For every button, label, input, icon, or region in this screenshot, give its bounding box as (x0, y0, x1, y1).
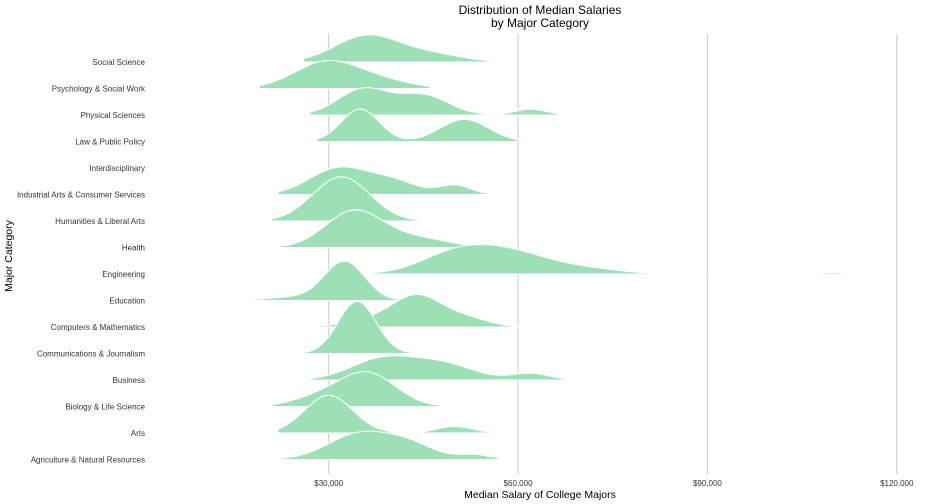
category-label: Physical Sciences (81, 111, 145, 120)
ridge-physical-sciences (309, 87, 576, 116)
category-label: Law & Public Policy (75, 138, 145, 147)
category-label: Education (109, 297, 145, 306)
x-tick-label: $90,000 (693, 479, 722, 488)
category-label: Health (122, 244, 145, 253)
category-label: Humanities & Liberal Arts (55, 217, 145, 226)
y-axis-title: Major Category (3, 219, 15, 292)
ridge-engineering (359, 244, 872, 275)
ridge-humanities-liberal-arts (271, 176, 431, 222)
x-tick-label: $120,000 (880, 479, 914, 488)
category-label: Business (113, 376, 145, 385)
chart-title-line-1: Distribution of Median Salaries (459, 3, 622, 17)
category-label: Interdisciplinary (89, 164, 145, 173)
x-tick-label: $30,000 (314, 479, 343, 488)
ridge-arts (277, 394, 500, 434)
category-label: Agriculture & Natural Resources (31, 456, 145, 465)
category-label: Industrial Arts & Consumer Services (17, 191, 145, 200)
category-label: Arts (131, 429, 145, 438)
ridge-social-science (303, 34, 500, 63)
ridge-psychology-social-work (258, 59, 431, 89)
category-label: Communications & Journalism (37, 350, 145, 359)
ridge-education (233, 260, 430, 301)
category-labels: Social Science Psychology & Social Work Ph… (17, 58, 146, 465)
category-label: Biology & Life Science (65, 403, 145, 412)
ridge-agriculture-natural-resources (277, 430, 500, 460)
ridges (233, 34, 872, 460)
category-label: Psychology & Social Work (52, 85, 146, 94)
ridge-health (277, 209, 487, 248)
ridge-communications-journalism (290, 301, 424, 354)
category-label: Engineering (102, 270, 145, 279)
x-tick-labels: $30,000 $60,000 $90,000 $120,000 (314, 479, 914, 488)
chart-title-line-2: by Major Category (491, 16, 589, 30)
ridge-industrial-arts-consumer-services (277, 166, 506, 195)
x-axis-title: Median Salary of College Majors (464, 489, 616, 501)
category-label: Computers & Mathematics (51, 323, 145, 332)
ridge-law-public-policy (315, 108, 519, 142)
x-tick-label: $60,000 (504, 479, 533, 488)
category-label: Social Science (93, 58, 146, 67)
